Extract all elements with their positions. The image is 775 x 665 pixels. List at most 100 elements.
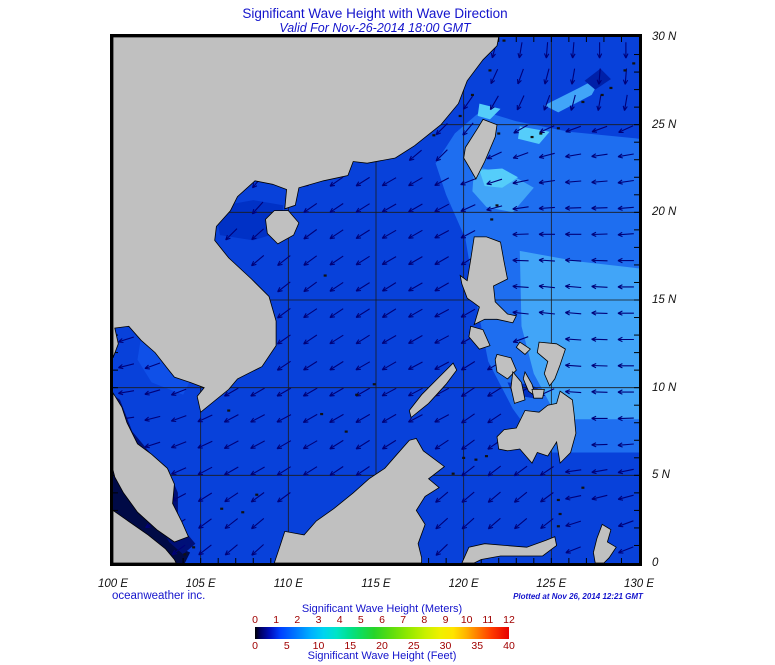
wave-direction-arrow [591,389,608,395]
wave-direction-arrow [617,336,634,343]
wave-direction-arrow [487,491,501,503]
wave-zone-ryukyu-light [544,75,603,113]
wave-direction-arrow [617,310,634,316]
wave-direction-arrow [223,414,239,423]
islet [320,412,324,416]
wave-direction-arrow [250,440,265,449]
land-panay [494,353,517,380]
wave-direction-arrow [513,465,528,477]
wave-direction-arrow [355,439,370,450]
wave-direction-arrow [618,546,634,554]
wave-direction-arrow [197,466,213,476]
wave-direction-arrow [516,95,525,111]
wave-direction-arrow [460,178,476,186]
wave-direction-arrow [118,363,135,370]
wave-direction-arrow [381,361,397,371]
meters-tick-9: 9 [442,614,449,626]
wave-direction-arrow [570,68,576,85]
wave-direction-arrow [276,466,291,476]
wave-direction-arrow [618,125,634,133]
lat-label-25: 25 N [652,118,677,131]
wave-direction-arrow [565,125,581,133]
wave-direction-arrow [591,336,608,342]
wave-direction-arrow [381,413,397,423]
wave-direction-arrow [543,68,550,85]
islet [556,525,560,528]
wave-direction-arrow [329,466,344,476]
islet [462,456,466,459]
islet [484,455,488,458]
wave-direction-arrow [565,179,582,185]
wave-direction-arrow [591,257,608,263]
wave-direction-arrow [543,42,550,59]
wave-direction-arrow [223,440,239,449]
wave-direction-arrow [565,546,581,554]
meters-tick-3: 3 [315,614,322,626]
wave-direction-arrow [487,413,502,424]
wave-direction-arrow [435,517,449,530]
wave-direction-arrow [381,308,397,318]
wave-direction-arrow [251,544,264,556]
wave-direction-arrow [251,228,264,241]
wave-direction-arrow [435,543,448,556]
land-mindoro [468,325,491,350]
wave-direction-arrow [197,440,213,449]
wave-direction-arrow [381,177,397,187]
wave-direction-arrow [355,361,371,371]
wave-direction-arrow [407,361,423,371]
wave-direction-arrow [622,94,628,111]
islet [581,100,585,104]
land-malay-peninsula [113,392,189,543]
wave-direction-arrow [407,387,423,397]
meters-tick-6: 6 [379,614,385,626]
wave-direction-arrow [591,310,608,316]
wave-direction-arrow [408,149,422,162]
wave-direction-arrow [513,124,528,134]
wave-direction-arrow [617,494,634,501]
wave-direction-arrow [617,284,634,290]
land-palawan [408,362,458,419]
wave-direction-arrow [434,230,450,239]
wave-direction-arrow [513,491,528,503]
feet-tick-30: 30 [439,640,452,652]
islet [609,86,613,90]
islet [255,493,259,496]
legend-colorbar [255,627,509,639]
wave-direction-arrow [490,68,499,85]
wave-direction-arrow [512,231,529,238]
wave-direction-arrow [276,360,291,371]
wave-direction-arrow [250,492,265,503]
wave-direction-arrow [569,94,576,111]
wave-direction-arrow [435,123,448,136]
wave-direction-arrow [512,257,529,263]
wave-direction-arrow [329,308,344,319]
wave-direction-arrow [276,387,292,397]
wave-direction-arrow [329,361,344,371]
wave-direction-arrow [565,283,582,290]
wave-direction-arrow [381,439,397,450]
plotted-at-text: Plotted at Nov 26, 2014 12:21 GMT [513,592,643,601]
wave-direction-arrow [434,203,450,213]
wave-direction-arrow [591,469,608,475]
land-hainan [265,210,300,245]
wave-direction-arrow [591,362,608,369]
islet [227,409,231,412]
wave-direction-arrow [565,153,582,159]
islet [488,69,492,72]
wave-direction-arrow [460,308,476,318]
wave-direction-arrow [489,95,499,111]
land-bohol [531,388,545,399]
feet-tick-25: 25 [407,640,420,652]
wave-direction-arrow [329,203,344,213]
feet-tick-20: 20 [376,640,388,652]
wave-direction-arrow [461,491,475,503]
feet-tick-15: 15 [344,640,357,652]
wave-direction-arrow [435,491,449,503]
wave-direction-arrow [224,518,239,530]
islet [372,383,376,386]
meters-tick-12: 12 [503,614,515,626]
wave-direction-arrow [434,282,449,292]
meters-tick-4: 4 [336,614,343,626]
islet [432,134,436,137]
land-taiwan [463,118,498,180]
